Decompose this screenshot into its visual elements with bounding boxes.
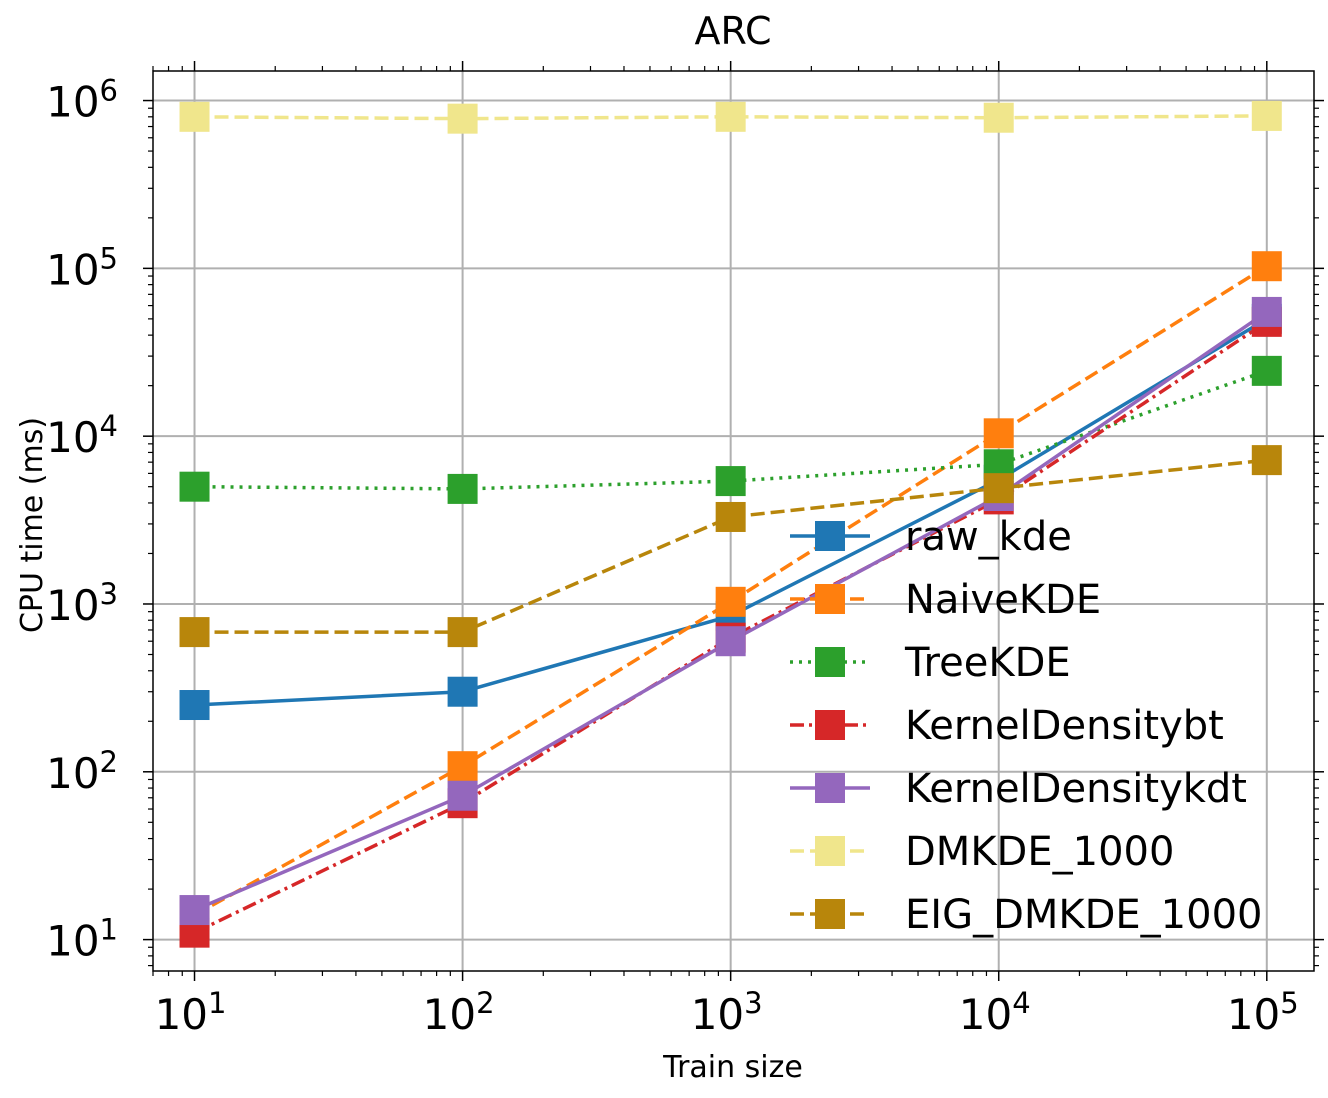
y-tick-label: 103 xyxy=(46,577,118,630)
x-tick-label: 101 xyxy=(155,986,227,1039)
marker-TreeKDE xyxy=(179,471,210,502)
y-tick-label: 101 xyxy=(46,913,118,966)
marker-DMKDE_1000 xyxy=(179,101,210,132)
series xyxy=(179,100,1282,948)
marker-NaiveKDE xyxy=(1251,251,1282,282)
marker-EIG_DMKDE_1000 xyxy=(1251,445,1282,476)
legend-label: EIG_DMKDE_1000 xyxy=(905,892,1262,938)
marker-KernelDensitykdt xyxy=(715,626,746,657)
legend: raw_kde NaiveKDE TreeKDE KernelDensitybt Ker… xyxy=(790,514,1262,938)
marker-EIG_DMKDE_1000 xyxy=(715,501,746,532)
legend-marker xyxy=(815,647,845,677)
x-tick-label: 103 xyxy=(691,986,763,1039)
marker-DMKDE_1000 xyxy=(715,101,746,132)
marker-raw_kde xyxy=(447,676,478,707)
legend-marker xyxy=(815,710,845,740)
y-tick-label: 102 xyxy=(46,745,118,798)
x-tick-labels: 101 102 103 104 105 xyxy=(155,986,1299,1039)
y-tick-labels: 101 102 103 104 105 106 xyxy=(46,74,118,966)
y-axis-label: CPU time (ms) xyxy=(15,417,50,633)
series-line-KernelDensitybt xyxy=(193,320,1268,935)
legend-label: KernelDensitykdt xyxy=(905,766,1247,812)
marker-NaiveKDE xyxy=(983,418,1014,449)
grid xyxy=(153,71,1314,971)
x-axis-label: Train size xyxy=(662,1050,803,1085)
legend-marker xyxy=(815,584,845,614)
axis-ticks xyxy=(143,61,1324,981)
marker-DMKDE_1000 xyxy=(1251,100,1282,131)
series-line-DMKDE_1000 xyxy=(194,114,1267,121)
marker-EIG_DMKDE_1000 xyxy=(179,617,210,648)
marker-DMKDE_1000 xyxy=(983,102,1014,133)
plot-frame xyxy=(152,70,1315,972)
x-tick-label: 104 xyxy=(959,986,1031,1039)
y-tick-label: 106 xyxy=(46,74,118,127)
y-tick-label: 104 xyxy=(46,409,118,462)
legend-label: NaiveKDE xyxy=(905,577,1101,623)
legend-marker xyxy=(815,521,845,551)
marker-TreeKDE xyxy=(1251,355,1282,386)
x-tick-label: 102 xyxy=(423,986,495,1039)
marker-EIG_DMKDE_1000 xyxy=(983,473,1014,504)
legend-label: KernelDensitybt xyxy=(905,703,1224,749)
legend-marker xyxy=(815,773,845,803)
marker-KernelDensitykdt xyxy=(1251,296,1282,327)
legend-marker xyxy=(815,836,845,866)
legend-marker xyxy=(815,899,845,929)
marker-raw_kde xyxy=(179,690,210,721)
legend-label: raw_kde xyxy=(905,514,1072,560)
chart-title: ARC xyxy=(694,9,771,53)
marker-DMKDE_1000 xyxy=(447,103,478,134)
marker-NaiveKDE xyxy=(447,751,478,782)
x-tick-label: 105 xyxy=(1227,986,1299,1039)
legend-label: TreeKDE xyxy=(904,640,1071,686)
marker-KernelDensitykdt xyxy=(447,780,478,811)
marker-KernelDensitykdt xyxy=(179,895,210,926)
marker-EIG_DMKDE_1000 xyxy=(447,617,478,648)
marker-TreeKDE xyxy=(715,466,746,497)
legend-label: DMKDE_1000 xyxy=(905,829,1174,875)
y-tick-label: 105 xyxy=(46,241,118,294)
marker-NaiveKDE xyxy=(715,586,746,617)
marker-TreeKDE xyxy=(447,473,478,504)
